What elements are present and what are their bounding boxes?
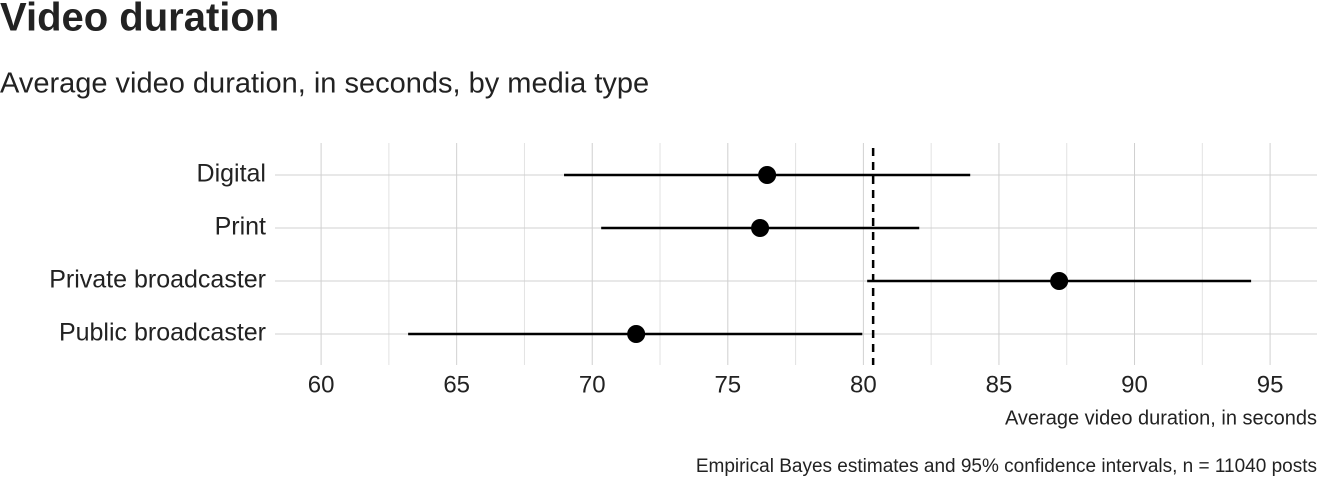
x-tick-label: 95: [1257, 371, 1284, 398]
x-tick-label: 85: [986, 371, 1013, 398]
point-estimate: [627, 325, 646, 343]
y-tick-label: Print: [215, 213, 266, 241]
y-tick-label: Digital: [197, 160, 266, 188]
x-tick-label: 90: [1121, 371, 1148, 398]
y-tick-label: Public broadcaster: [59, 319, 266, 347]
chart-title: Video duration: [0, 0, 279, 40]
x-tick-label: 65: [443, 371, 470, 398]
caption: Empirical Bayes estimates and 95% confid…: [696, 456, 1317, 477]
x-tick-label: 75: [714, 371, 741, 398]
point-estimate: [751, 219, 770, 237]
x-tick-label: 80: [850, 371, 877, 398]
x-tick-label: 60: [308, 371, 335, 398]
x-axis-label: Average video duration, in seconds: [1005, 407, 1317, 429]
point-estimate: [758, 166, 777, 184]
x-tick-label: 70: [579, 371, 606, 398]
point-estimate: [1050, 272, 1069, 290]
chart-subtitle: Average video duration, in seconds, by m…: [0, 68, 649, 100]
y-tick-label: Private broadcaster: [49, 266, 266, 294]
